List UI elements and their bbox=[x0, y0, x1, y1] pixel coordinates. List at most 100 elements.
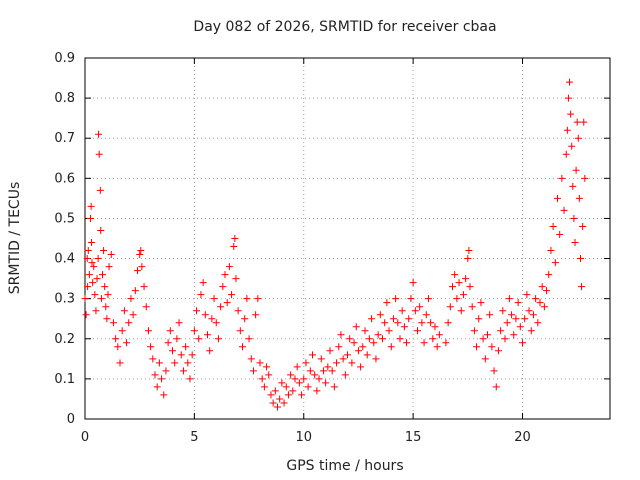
data-point bbox=[239, 343, 246, 351]
data-point bbox=[197, 291, 205, 299]
data-point bbox=[579, 222, 587, 230]
data-point bbox=[503, 319, 511, 327]
data-point bbox=[547, 247, 555, 255]
x-tick-label: 0 bbox=[81, 430, 89, 445]
data-point bbox=[140, 283, 148, 291]
data-point bbox=[576, 255, 584, 263]
data-point bbox=[313, 387, 321, 395]
data-point bbox=[116, 359, 124, 367]
data-point bbox=[532, 295, 540, 303]
data-point bbox=[341, 371, 349, 379]
data-point bbox=[379, 335, 386, 343]
data-point bbox=[479, 335, 487, 343]
data-point bbox=[566, 78, 574, 86]
data-point bbox=[287, 371, 295, 379]
data-point bbox=[538, 283, 546, 291]
data-point bbox=[396, 335, 404, 343]
data-point bbox=[575, 194, 583, 202]
data-point bbox=[570, 214, 578, 222]
data-point bbox=[252, 311, 260, 319]
data-point bbox=[234, 307, 242, 315]
plot-frame bbox=[84, 57, 611, 420]
data-point bbox=[431, 323, 439, 331]
data-point bbox=[499, 307, 507, 315]
data-point bbox=[311, 371, 319, 379]
data-point bbox=[94, 255, 102, 263]
data-point bbox=[155, 359, 163, 367]
y-tick-label: 0.2 bbox=[54, 332, 75, 347]
data-point bbox=[540, 303, 548, 311]
data-point bbox=[569, 182, 577, 190]
data-point bbox=[326, 347, 334, 355]
data-point bbox=[97, 295, 105, 303]
data-point bbox=[267, 391, 275, 399]
data-point bbox=[348, 359, 356, 367]
data-point bbox=[223, 299, 231, 307]
data-point bbox=[245, 335, 253, 343]
data-point bbox=[551, 259, 559, 267]
data-point bbox=[389, 315, 397, 323]
data-point bbox=[179, 367, 187, 375]
data-point bbox=[529, 311, 537, 319]
data-point bbox=[280, 399, 288, 407]
data-point bbox=[166, 327, 174, 335]
data-point bbox=[134, 267, 141, 275]
y-tick-label: 0 bbox=[67, 412, 75, 427]
data-point bbox=[317, 355, 325, 363]
data-point bbox=[459, 291, 467, 299]
data-point bbox=[403, 339, 411, 347]
data-point bbox=[289, 387, 297, 395]
data-point bbox=[263, 363, 271, 371]
data-point bbox=[249, 367, 257, 375]
data-point bbox=[562, 150, 570, 158]
data-point bbox=[501, 335, 509, 343]
data-point bbox=[138, 263, 146, 271]
data-point bbox=[481, 355, 489, 363]
data-point bbox=[162, 367, 170, 375]
data-point bbox=[571, 239, 579, 247]
data-point bbox=[91, 291, 99, 299]
data-point bbox=[87, 202, 95, 210]
data-point bbox=[120, 307, 128, 315]
data-point bbox=[492, 383, 500, 391]
data-point bbox=[291, 375, 299, 383]
data-point bbox=[514, 299, 522, 307]
data-point bbox=[453, 295, 461, 303]
data-point bbox=[182, 343, 190, 351]
data-point bbox=[484, 331, 491, 339]
data-point bbox=[563, 126, 571, 134]
data-point bbox=[206, 347, 214, 355]
data-point bbox=[567, 110, 575, 118]
y-tick-label: 0.4 bbox=[54, 252, 75, 267]
data-point bbox=[573, 118, 581, 126]
data-point bbox=[214, 335, 222, 343]
data-point bbox=[429, 335, 437, 343]
y-axis-label: SRMTID / TECUs bbox=[7, 182, 23, 295]
data-point bbox=[394, 319, 402, 327]
data-point bbox=[210, 295, 218, 303]
data-point bbox=[442, 339, 450, 347]
data-point bbox=[398, 307, 406, 315]
data-point bbox=[346, 335, 354, 343]
data-point bbox=[418, 319, 426, 327]
data-point bbox=[225, 263, 233, 271]
data-point bbox=[564, 94, 572, 102]
data-point bbox=[512, 315, 520, 323]
data-point bbox=[521, 315, 529, 323]
data-point bbox=[136, 251, 144, 259]
data-point bbox=[433, 343, 441, 351]
data-point bbox=[490, 367, 498, 375]
data-point bbox=[545, 271, 553, 279]
data-point bbox=[129, 311, 137, 319]
axis-ticks bbox=[84, 57, 610, 420]
data-point bbox=[193, 307, 201, 315]
data-point bbox=[527, 327, 535, 335]
data-point bbox=[236, 327, 244, 335]
data-point bbox=[274, 403, 281, 411]
data-point bbox=[376, 311, 384, 319]
data-point bbox=[422, 311, 430, 319]
data-point bbox=[427, 319, 435, 327]
data-point bbox=[103, 315, 111, 323]
data-point bbox=[337, 331, 345, 339]
data-point bbox=[243, 295, 251, 303]
